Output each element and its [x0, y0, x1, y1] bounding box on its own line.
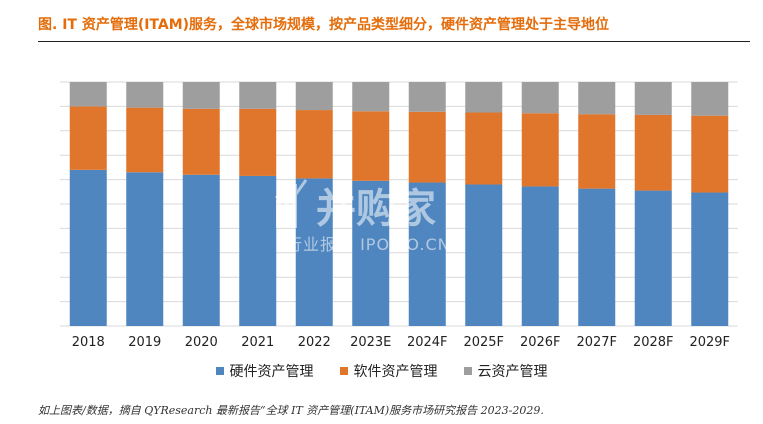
bar-segment-cloud-2024F	[408, 82, 446, 112]
legend-swatch-hardware	[215, 367, 224, 375]
bar-segment-cloud-2028F	[634, 82, 672, 115]
gridlines	[60, 81, 738, 327]
bar-segment-hardware-2020	[182, 174, 220, 326]
bar-segment-software-2029F	[691, 115, 729, 193]
bar-segment-software-2028F	[634, 114, 672, 191]
legend-label-software: 软件资产管理	[353, 364, 438, 380]
bar-segment-hardware-2026F	[521, 186, 559, 326]
x-tick-label: 2024F	[407, 335, 448, 350]
bar-segment-cloud-2027F	[578, 82, 616, 115]
bar-segment-software-2027F	[578, 114, 616, 189]
x-tick-label: 2022	[298, 335, 331, 350]
x-tick-label: 2019	[128, 335, 161, 350]
chart-title: 图. IT 资产管理(ITAM)服务，全球市场规模，按产品类型细分，硬件资产管理…	[38, 17, 610, 33]
legend-label-cloud: 云资产管理	[477, 364, 548, 380]
bar-stacks	[69, 82, 729, 326]
bar-segment-hardware-2024F	[408, 182, 446, 326]
bar-segment-hardware-2022	[295, 178, 333, 326]
legend: 硬件资产管理 软件资产管理 云资产管理	[0, 361, 763, 381]
bar-segment-cloud-2019	[126, 82, 164, 108]
x-tick-label: 2020	[185, 335, 218, 350]
watermark-subtext: 行业报告 IPOIPO.CN	[286, 235, 451, 254]
bar-segment-software-2020	[182, 108, 220, 175]
bar-segment-hardware-2027F	[578, 188, 616, 326]
bar-segment-cloud-2026F	[521, 82, 559, 114]
bar-segment-hardware-2025F	[465, 184, 503, 326]
bar-segment-hardware-2028F	[634, 190, 672, 326]
bar-segment-hardware-2023E	[352, 180, 390, 326]
legend-swatch-cloud	[463, 367, 472, 375]
x-axis-tick-labels: 2018 2019 2020 2021 2022 2023E 2024F 2025F 2026F…	[72, 335, 730, 350]
bar-segment-cloud-2018	[69, 82, 107, 107]
legend-item-hardware: 硬件资产管理	[215, 361, 314, 381]
bar-segment-cloud-2029F	[691, 82, 729, 116]
watermark-brand: 并购家	[316, 186, 436, 232]
stacked-bar-chart: 2018 2019 2020 2021 2022 2023E 2024F 2025F 2026F…	[60, 81, 738, 350]
bar-segment-cloud-2020	[182, 82, 220, 109]
bar-segment-cloud-2022	[295, 82, 333, 111]
bar-segment-software-2023E	[352, 111, 390, 181]
legend-item-cloud: 云资产管理	[463, 361, 548, 381]
bar-segment-software-2025F	[465, 112, 503, 185]
x-tick-label: 2028F	[633, 335, 674, 350]
bar-segment-hardware-2018	[69, 169, 107, 326]
bar-segment-hardware-2019	[126, 172, 164, 326]
x-tick-label: 2018	[72, 335, 105, 350]
title-divider	[38, 41, 750, 42]
bar-segment-hardware-2021	[239, 175, 277, 326]
bar-segment-hardware-2029F	[691, 192, 729, 326]
x-tick-label: 2026F	[520, 335, 561, 350]
bar-segment-cloud-2023E	[352, 82, 390, 112]
watermark: 并购家 行业报告 IPOIPO.CN	[274, 179, 451, 254]
bar-segment-software-2024F	[408, 111, 446, 183]
bar-segment-software-2019	[126, 107, 164, 173]
x-tick-label: 2025F	[463, 335, 504, 350]
source-note: 如上图表/数据，摘自 QYResearch 最新报告“全球 IT 资产管理(IT…	[38, 404, 544, 417]
legend-label-hardware: 硬件资产管理	[229, 364, 314, 380]
x-tick-label: 2023E	[350, 335, 391, 350]
watermark-logo-icon	[274, 179, 308, 228]
bar-segment-software-2021	[239, 108, 277, 176]
bar-segment-cloud-2021	[239, 82, 277, 109]
x-tick-label: 2029F	[689, 335, 730, 350]
bar-segment-software-2026F	[521, 113, 559, 187]
x-tick-label: 2021	[241, 335, 274, 350]
legend-swatch-software	[339, 367, 348, 375]
bar-segment-software-2018	[69, 106, 107, 170]
x-tick-label: 2027F	[576, 335, 617, 350]
legend-item-software: 软件资产管理	[339, 361, 438, 381]
bar-segment-cloud-2025F	[465, 82, 503, 113]
bar-segment-software-2022	[295, 110, 333, 179]
